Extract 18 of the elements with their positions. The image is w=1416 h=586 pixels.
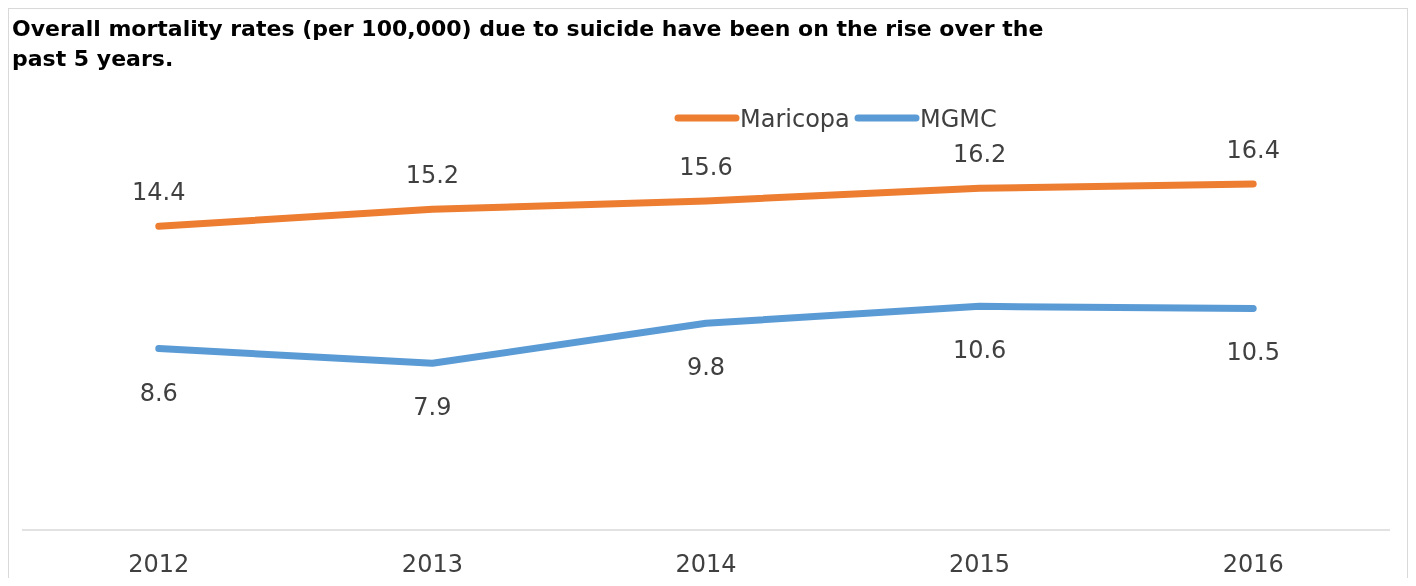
data-label: 16.2 <box>952 140 1007 169</box>
data-label: 15.6 <box>679 152 733 181</box>
data-label: 10.5 <box>1226 338 1280 367</box>
x-tick-label: 2013 <box>401 550 463 578</box>
x-tick-label: 2016 <box>1222 550 1284 578</box>
data-label: 16.4 <box>1226 136 1280 164</box>
data-label: 7.9 <box>413 393 452 422</box>
x-tick-label: 2012 <box>128 550 190 578</box>
data-label: 8.6 <box>139 378 178 407</box>
data-label: 9.8 <box>686 353 726 382</box>
chart-title: Overall mortality rates (per 100,000) due to suicide have been on the rise over the past 5 years. <box>12 16 1044 71</box>
data-label: 10.6 <box>952 336 1007 365</box>
data-label: 14.4 <box>132 178 186 207</box>
x-tick-label: 2015 <box>949 550 1011 578</box>
legend-label: Maricopa <box>740 105 850 133</box>
legend-label: MGMC <box>920 105 997 133</box>
x-tick-label: 2014 <box>675 550 737 578</box>
data-label: 15.2 <box>405 161 460 190</box>
